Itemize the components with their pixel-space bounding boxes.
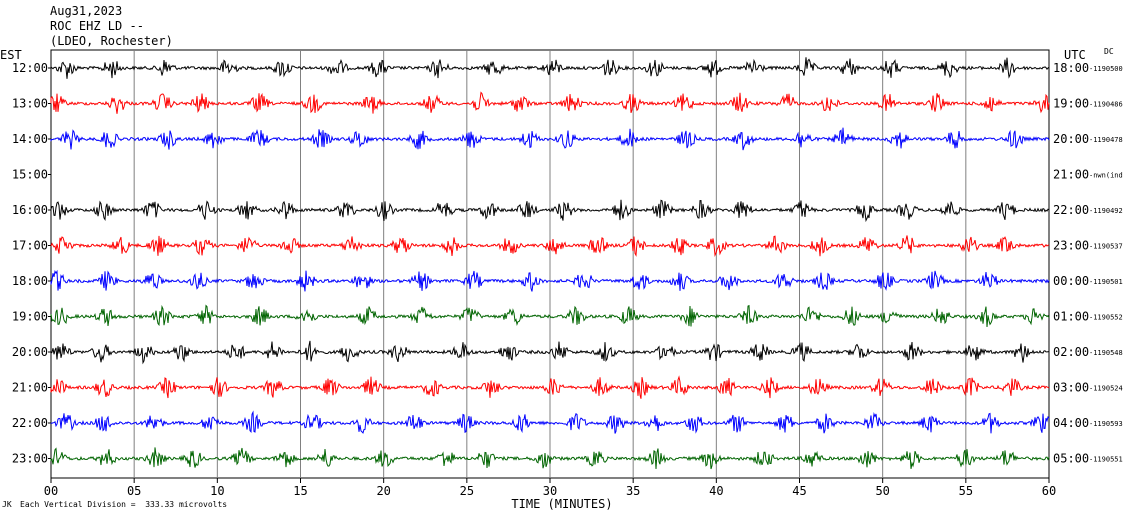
x-tick-label: 00 xyxy=(44,484,58,498)
row-offset-label: -1190501 xyxy=(1089,278,1123,286)
utc-axis-title: UTC xyxy=(1064,48,1086,62)
est-row-label: 21:00 xyxy=(12,381,48,395)
x-tick-label: 25 xyxy=(460,484,474,498)
x-axis-title: TIME (MINUTES) xyxy=(511,497,612,511)
utc-row-label: 20:00 xyxy=(1053,132,1089,146)
trace-line xyxy=(50,91,1050,114)
x-tick-label: 50 xyxy=(875,484,889,498)
row-offset-label: -1190593 xyxy=(1089,420,1123,428)
trace-line xyxy=(50,199,1050,223)
label-layer: 00 05 10 15 20 25 30 35 40 45 50 55 60 TIME (MINUTES)… xyxy=(12,61,1123,511)
utc-row-label: 04:00 xyxy=(1053,416,1089,430)
x-tick-label: 05 xyxy=(127,484,141,498)
x-tick-label: 45 xyxy=(792,484,806,498)
row-offset-label: -nwn(ind xyxy=(1089,172,1123,180)
header-station: ROC EHZ LD -- xyxy=(50,19,144,33)
est-row-label: 23:00 xyxy=(12,452,48,466)
header-network: (LDEO, Rochester) xyxy=(50,34,173,48)
utc-row-label: 01:00 xyxy=(1053,310,1089,324)
x-tick-label: 40 xyxy=(709,484,723,498)
trace-line xyxy=(50,235,1050,258)
est-row-label: 22:00 xyxy=(12,416,48,430)
x-tick-label: 15 xyxy=(293,484,307,498)
x-tick-label: 60 xyxy=(1042,484,1056,498)
x-tick-label: 10 xyxy=(210,484,224,498)
utc-row-label: 18:00 xyxy=(1053,61,1089,75)
trace-line xyxy=(50,57,1050,79)
utc-row-label: 05:00 xyxy=(1053,452,1089,466)
utc-row-label: 00:00 xyxy=(1053,274,1089,288)
est-row-label: 18:00 xyxy=(12,274,48,288)
row-offset-label: -1190548 xyxy=(1089,349,1123,357)
trace-line xyxy=(50,127,1050,151)
row-offset-label: -1190524 xyxy=(1089,385,1123,393)
trace-line xyxy=(50,375,1050,399)
x-tick-label: 20 xyxy=(376,484,390,498)
trace-line xyxy=(50,447,1050,470)
utc-row-label: 03:00 xyxy=(1053,381,1089,395)
trace-line xyxy=(50,410,1050,434)
utc-row-label: 02:00 xyxy=(1053,345,1089,359)
trace-layer xyxy=(50,57,1050,470)
est-row-label: 17:00 xyxy=(12,239,48,253)
est-axis-title: EST xyxy=(0,48,22,62)
est-row-label: 14:00 xyxy=(12,132,48,146)
header-date: Aug31,2023 xyxy=(50,4,123,18)
est-row-label: 13:00 xyxy=(12,97,48,111)
x-tick-label: 55 xyxy=(959,484,973,498)
trace-line xyxy=(50,304,1050,328)
est-row-label: 12:00 xyxy=(12,61,48,75)
row-offset-label: -1190478 xyxy=(1089,136,1123,144)
trace-line xyxy=(50,269,1050,292)
est-row-label: 16:00 xyxy=(12,203,48,217)
dc-note: DC xyxy=(1104,47,1114,56)
row-offset-label: -1190492 xyxy=(1089,207,1123,215)
est-row-label: 20:00 xyxy=(12,345,48,359)
x-tick-label: 30 xyxy=(543,484,557,498)
row-offset-label: -1190537 xyxy=(1089,243,1123,251)
row-offset-label: -1190500 xyxy=(1089,65,1123,73)
row-offset-label: -1190552 xyxy=(1089,314,1123,322)
utc-row-label: 19:00 xyxy=(1053,97,1089,111)
corner-mark: JK xyxy=(2,500,12,509)
x-tick-label: 35 xyxy=(626,484,640,498)
est-row-label: 15:00 xyxy=(12,168,48,182)
utc-row-label: 23:00 xyxy=(1053,239,1089,253)
row-offset-label: -1190486 xyxy=(1089,101,1123,109)
row-offset-label: -1190551 xyxy=(1089,456,1123,464)
est-row-label: 19:00 xyxy=(12,310,48,324)
grid-layer xyxy=(48,49,1050,483)
scale-text: Each Vertical Division = 333.33 microvol… xyxy=(20,500,228,509)
utc-row-label: 22:00 xyxy=(1053,203,1089,217)
utc-row-label: 21:00 xyxy=(1053,168,1089,182)
trace-line xyxy=(50,340,1050,365)
